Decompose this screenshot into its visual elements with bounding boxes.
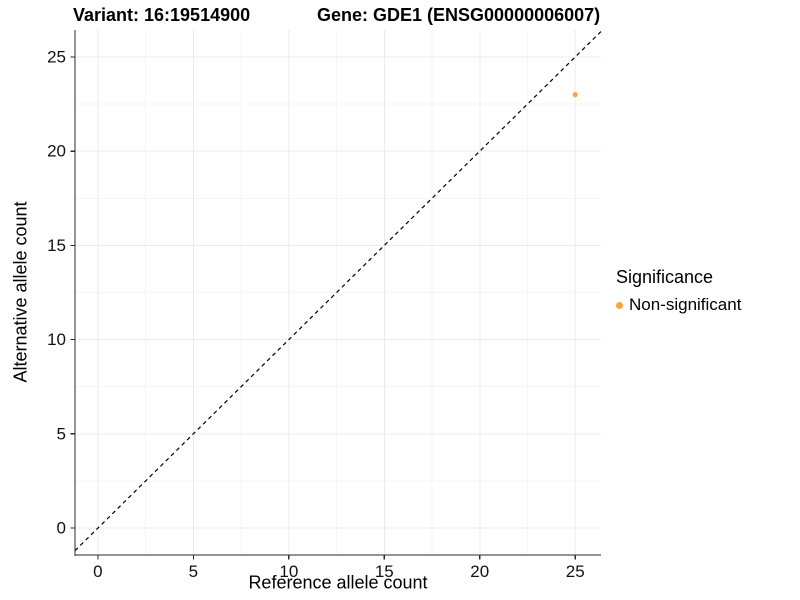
- y-tick-label: 20: [47, 142, 66, 161]
- legend-title: Significance: [616, 267, 714, 287]
- x-tick-label: 15: [375, 562, 394, 581]
- plot-title-gene: Gene: GDE1 (ENSG00000006007): [317, 5, 601, 25]
- x-axis-label: Reference allele count: [248, 572, 428, 593]
- y-tick-label: 10: [47, 330, 66, 349]
- x-tick-label: 25: [566, 562, 585, 581]
- y-axis-label: Alternative allele count: [10, 201, 31, 383]
- x-tick-label: 5: [189, 562, 198, 581]
- legend-item-label: Non-significant: [629, 295, 742, 314]
- x-tick-label: 0: [93, 562, 102, 581]
- legend-point-icon: [616, 301, 623, 309]
- y-tick-label: 5: [57, 424, 66, 443]
- y-tick-label: 15: [47, 236, 66, 255]
- x-tick-label: 20: [470, 562, 489, 581]
- y-tick-label: 0: [57, 519, 66, 538]
- data-point: [572, 92, 578, 98]
- identity-dashed-line: [74, 31, 602, 552]
- plot-title-variant: Variant: 16:19514900: [73, 5, 251, 25]
- legend-item: Non-significant: [616, 295, 741, 315]
- legend: Significance Non-significant: [616, 267, 741, 315]
- x-tick-label: 10: [279, 562, 298, 581]
- y-tick-label: 25: [47, 47, 66, 66]
